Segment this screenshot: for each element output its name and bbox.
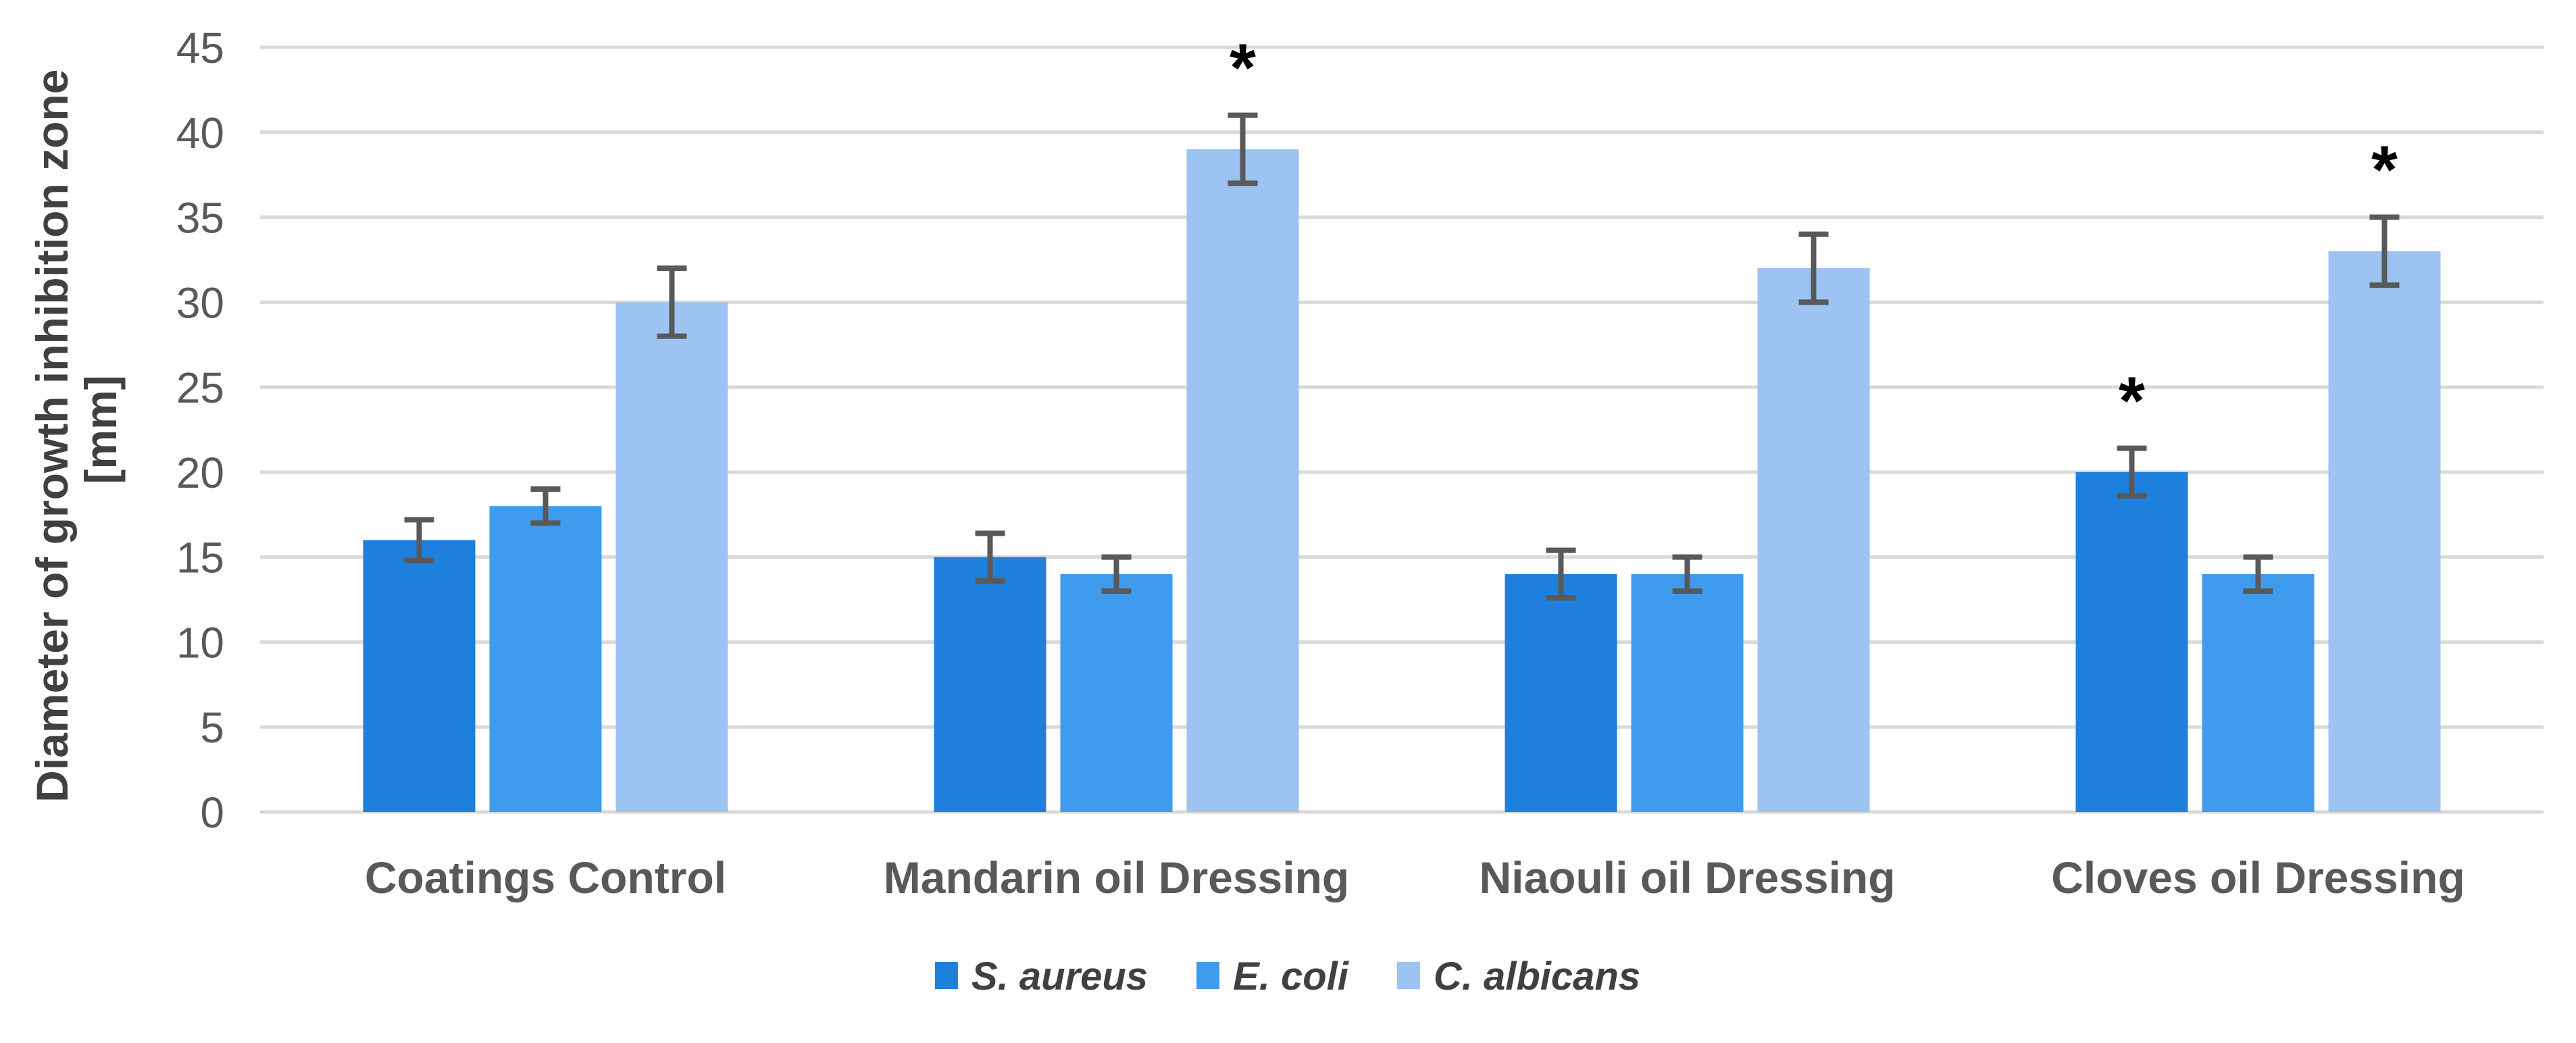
bar-e-coli-cloves-oil-dressing (2202, 574, 2315, 812)
gridlines-group (260, 45, 2544, 814)
error-bar-e-coli-niaouli-oil-dressing (1672, 554, 1702, 594)
significance-asterisk-c-albicans-mandarin-oil-dressing: * (1230, 30, 1256, 106)
y-tick-label-30: 30 (176, 278, 224, 327)
error-bar-s-aureus-mandarin-oil-dressing (975, 530, 1005, 584)
error-bar-c-albicans-cloves-oil-dressing (2369, 214, 2400, 288)
legend-item-c-albicans: C. albicans (1396, 955, 1640, 998)
y-axis-tick-labels: 0 5 10 15 20 25 30 35 40 45 (176, 24, 224, 837)
error-bar-e-coli-cloves-oil-dressing (2243, 554, 2273, 594)
bar-s-aureus-mandarin-oil-dressing (934, 557, 1046, 812)
bar-s-aureus-cloves-oil-dressing (2075, 472, 2188, 812)
legend-label-e-coli: E. coli (1233, 955, 1350, 998)
bar-c-albicans-cloves-oil-dressing (2328, 251, 2441, 812)
legend-label-c-albicans: C. albicans (1434, 955, 1640, 998)
error-bar-s-aureus-niaouli-oil-dressing (1546, 547, 1576, 601)
y-tick-label-40: 40 (176, 109, 224, 157)
legend: S. aureus E. coli C. albicans (934, 955, 1640, 998)
legend-swatch-s-aureus (934, 962, 958, 989)
error-bar-c-albicans-mandarin-oil-dressing (1228, 112, 1258, 186)
error-bar-s-aureus-cloves-oil-dressing (2117, 445, 2147, 499)
error-bars-group (404, 112, 2400, 601)
error-bar-s-aureus-coatings-control (404, 517, 434, 563)
x-axis-category-labels: Coatings Control Mandarin oil Dressing Nia… (365, 853, 2465, 902)
legend-item-e-coli: E. coli (1196, 955, 1350, 998)
error-bar-c-albicans-niaouli-oil-dressing (1798, 231, 1829, 305)
y-tick-label-15: 15 (176, 534, 224, 582)
y-tick-label-25: 25 (176, 363, 224, 412)
bar-s-aureus-niaouli-oil-dressing (1505, 574, 1617, 812)
legend-swatch-c-albicans (1396, 962, 1420, 989)
bar-c-albicans-niaouli-oil-dressing (1757, 268, 1870, 812)
x-category-label-niaouli-oil-dressing: Niaouli oil Dressing (1479, 853, 1895, 902)
y-axis-title-line-2: [mm] (76, 375, 126, 484)
legend-label-s-aureus: S. aureus (971, 955, 1148, 998)
bar-s-aureus-coatings-control (363, 540, 476, 812)
x-category-label-mandarin-oil-dressing: Mandarin oil Dressing (884, 853, 1349, 902)
legend-item-s-aureus: S. aureus (934, 955, 1148, 998)
y-tick-label-0: 0 (200, 788, 224, 837)
bar-e-coli-mandarin-oil-dressing (1060, 574, 1173, 812)
significance-asterisk-s-aureus-cloves-oil-dressing: * (2119, 363, 2145, 439)
legend-swatch-e-coli (1196, 962, 1220, 989)
error-bar-e-coli-mandarin-oil-dressing (1101, 554, 1132, 594)
x-category-label-coatings-control: Coatings Control (365, 853, 726, 902)
y-tick-label-45: 45 (176, 24, 224, 72)
y-tick-label-35: 35 (176, 194, 224, 243)
bar-c-albicans-mandarin-oil-dressing (1186, 149, 1299, 812)
y-axis-title-line-1: Diameter of growth inhibition zone (27, 70, 77, 803)
y-tick-label-5: 5 (200, 703, 224, 752)
bars-group (363, 149, 2441, 812)
x-category-label-cloves-oil-dressing: Cloves oil Dressing (2051, 853, 2465, 902)
bar-e-coli-niaouli-oil-dressing (1631, 574, 1744, 812)
y-tick-label-20: 20 (176, 449, 224, 497)
bar-e-coli-coatings-control (489, 506, 602, 812)
bar-c-albicans-coatings-control (615, 302, 728, 812)
significance-markers-group: * * * (1230, 30, 2398, 439)
y-axis-title: Diameter of growth inhibition zone [mm] (27, 57, 126, 803)
error-bar-c-albicans-coatings-control (657, 265, 687, 339)
y-tick-label-10: 10 (176, 618, 224, 667)
error-bar-e-coli-coatings-control (530, 486, 561, 526)
significance-asterisk-c-albicans-cloves-oil-dressing: * (2371, 132, 2398, 208)
